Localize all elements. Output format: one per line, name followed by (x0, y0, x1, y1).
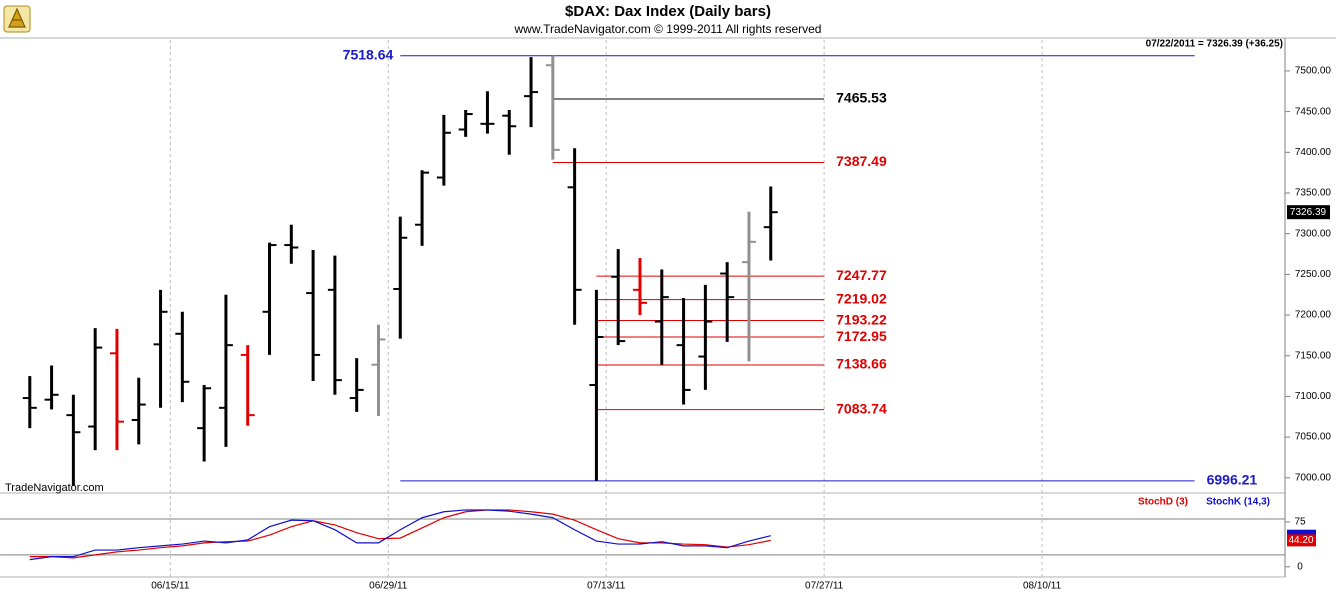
chart-subtitle: www.TradeNavigator.com © 1999-2011 All r… (514, 22, 822, 36)
x-tick-label: 07/13/11 (587, 581, 626, 592)
logo (3, 5, 31, 33)
y-tick-label: 7100.00 (1295, 391, 1332, 402)
level-label: 6996.21 (1207, 472, 1258, 488)
stoch-tag: 44.20 (1288, 535, 1313, 546)
stoch-line (29, 509, 771, 561)
chart-title: $DAX: Dax Index (Daily bars) (565, 3, 771, 20)
level-label: 7219.02 (836, 290, 887, 306)
y-tick-label: 7500.00 (1295, 66, 1332, 77)
y-tick-label: 7150.00 (1295, 350, 1332, 361)
level-label: 7518.64 (343, 46, 394, 62)
y-tick-label: 7450.00 (1295, 106, 1332, 117)
x-tick-label: 06/15/11 (151, 581, 190, 592)
x-tick-label: 07/27/11 (805, 581, 844, 592)
status-text: 07/22/2011 = 7326.39 (+36.25) (1146, 39, 1283, 50)
price-tag: 7326.39 (1290, 207, 1327, 218)
y-tick-label: 0 (1297, 561, 1303, 572)
legend-entry: StochK (14,3) (1206, 497, 1270, 508)
y-tick-label: 7000.00 (1295, 472, 1332, 483)
x-tick-label: 08/10/11 (1023, 581, 1062, 592)
level-label: 7138.66 (836, 356, 887, 372)
y-tick-label: 7400.00 (1295, 147, 1332, 158)
watermark: TradeNavigator.com (5, 482, 104, 494)
y-tick-label: 7050.00 (1295, 432, 1332, 443)
y-tick-label: 7250.00 (1295, 269, 1332, 280)
y-tick-label: 7300.00 (1295, 228, 1332, 239)
level-label: 7193.22 (836, 311, 887, 327)
level-label: 7247.77 (836, 267, 887, 283)
x-tick-label: 06/29/11 (369, 581, 408, 592)
y-tick-label: 75 (1294, 517, 1306, 528)
level-label: 7172.95 (836, 328, 887, 344)
level-label: 7083.74 (836, 400, 887, 416)
y-tick-label: 7350.00 (1295, 188, 1332, 199)
legend-entry: StochD (3) (1138, 497, 1188, 508)
price-tag-box (1287, 205, 1330, 220)
y-tick-label: 7200.00 (1295, 310, 1332, 321)
stoch-tag-box (1287, 534, 1316, 547)
level-label: 7387.49 (836, 153, 887, 169)
level-label: 7465.53 (836, 90, 887, 106)
